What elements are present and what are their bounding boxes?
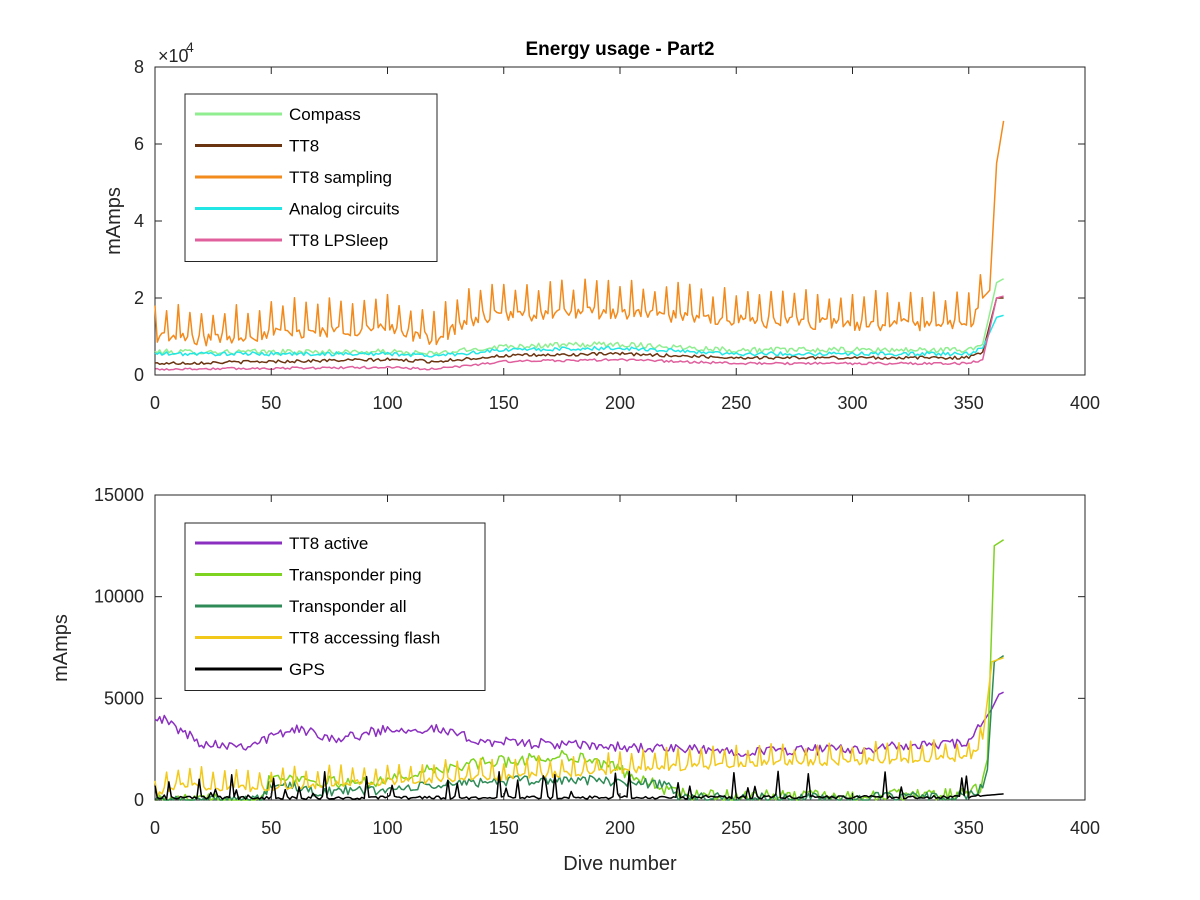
x-tick-label: 350: [954, 393, 984, 413]
x-tick-label: 250: [721, 818, 751, 838]
x-tick-label: 150: [489, 818, 519, 838]
x-tick-label: 150: [489, 393, 519, 413]
legend-label: TT8: [289, 137, 319, 156]
x-tick-label: 400: [1070, 393, 1100, 413]
bottom-chart-axes: 0 50 100 150 200 250 300 350 400 0 5000 10000 15000…: [50, 485, 1100, 875]
legend-label: TT8 sampling: [289, 168, 392, 187]
x-tick-label: 200: [605, 818, 635, 838]
y-tick-label: 10000: [94, 587, 144, 607]
y-exponent-base: ×10: [158, 46, 189, 66]
x-tick-label: 100: [372, 818, 402, 838]
series-line-transponder-all: [154, 654, 1005, 801]
series-line-analog-circuits: [154, 314, 1004, 358]
series-line-tt8-accessing-flash: [154, 656, 1004, 797]
chart-title: Energy usage - Part2: [525, 39, 714, 60]
x-tick-label: 300: [837, 818, 867, 838]
top-y-ticks: 0 2 4 6 8: [134, 57, 1085, 385]
x-tick-label: 0: [150, 818, 160, 838]
y-tick-label: 5000: [104, 688, 144, 708]
series-line-tt8: [154, 297, 1004, 366]
legend-label: Compass: [289, 105, 361, 124]
series-line-tt8-lpsleep: [154, 295, 1004, 371]
legend-label: Transponder all: [289, 597, 407, 616]
y-exponent-power: 4: [186, 39, 194, 55]
x-tick-label: 400: [1070, 818, 1100, 838]
x-tick-label: 300: [837, 393, 867, 413]
top-x-ticks: 0 50 100 150 200 250 300 350 400: [150, 67, 1100, 413]
y-tick-label: 0: [134, 365, 144, 385]
y-tick-label: 8: [134, 57, 144, 77]
legend-label: Analog circuits: [289, 200, 400, 219]
x-tick-label: 350: [954, 818, 984, 838]
x-tick-label: 100: [372, 393, 402, 413]
bottom-legend: TT8 active Transponder ping Transponder al…: [184, 522, 486, 691]
legend-label: TT8 LPSleep: [289, 231, 388, 250]
y-tick-label: 6: [134, 134, 144, 154]
series-line-tt8-sampling: [154, 120, 1005, 347]
legend-label: TT8 active: [289, 534, 368, 553]
legend-label: Transponder ping: [289, 566, 422, 585]
bottom-y-axis-label: mAmps: [50, 614, 72, 682]
y-tick-label: 15000: [94, 485, 144, 505]
series-line-tt8-active: [154, 691, 1004, 757]
top-chart-axes: 0 50 100 150 200 250 300 350 400 0 2 4 6 8 Energy us…: [103, 39, 1100, 413]
legend-label: GPS: [289, 660, 325, 679]
top-legend: Compass TT8 TT8 sampling Analog circuits TT8…: [184, 93, 438, 262]
bottom-x-axis-label: Dive number: [563, 853, 677, 875]
x-tick-label: 250: [721, 393, 751, 413]
bottom-x-ticks: 0 50 100 150 200 250 300 350 400: [150, 495, 1100, 838]
legend-label: TT8 accessing flash: [289, 629, 440, 648]
series-line-gps: [154, 770, 1004, 801]
bottom-y-ticks: 0 5000 10000 15000: [94, 485, 1085, 810]
y-tick-label: 2: [134, 288, 144, 308]
y-tick-label: 0: [134, 790, 144, 810]
top-y-axis-label: mAmps: [103, 187, 125, 255]
top-chart-series: [154, 120, 1005, 371]
x-tick-label: 50: [261, 818, 281, 838]
x-tick-label: 200: [605, 393, 635, 413]
x-tick-label: 50: [261, 393, 281, 413]
bottom-chart-series: [154, 539, 1005, 801]
y-tick-label: 4: [134, 211, 144, 231]
x-tick-label: 0: [150, 393, 160, 413]
